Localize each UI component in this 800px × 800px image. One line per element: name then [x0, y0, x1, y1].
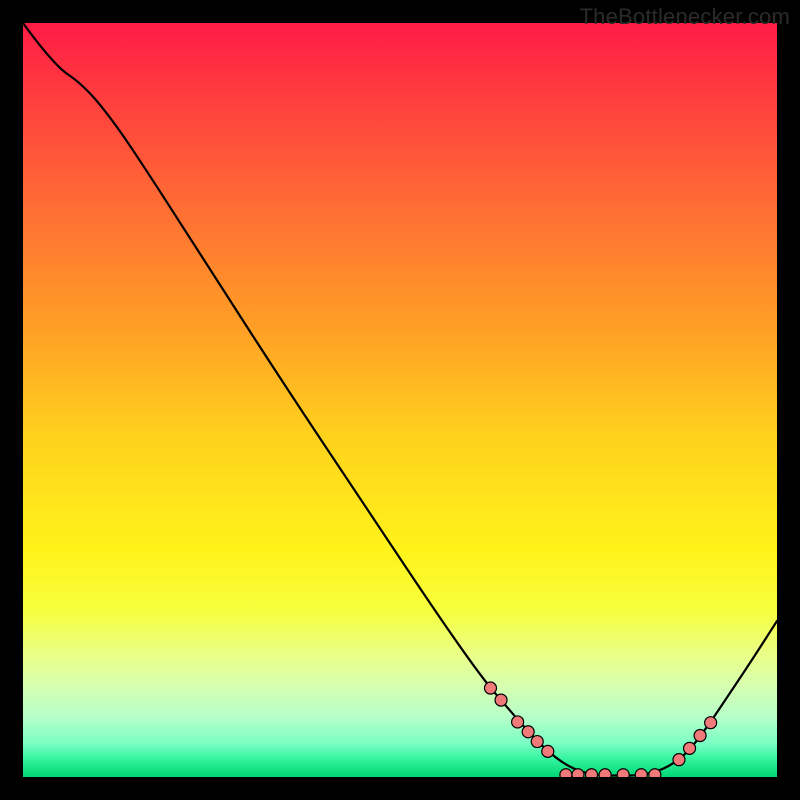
data-point-marker [684, 742, 696, 754]
curve-layer [23, 23, 777, 777]
bottleneck-curve [23, 23, 777, 775]
data-point-marker [495, 694, 507, 706]
plot-frame [23, 23, 777, 777]
data-point-marker [617, 769, 629, 777]
data-point-marker [484, 682, 496, 694]
watermark-text: TheBottlenecker.com [580, 4, 790, 30]
data-point-marker [599, 769, 611, 777]
data-point-marker [694, 730, 706, 742]
data-point-marker [673, 754, 685, 766]
data-point-marker [522, 726, 534, 738]
data-point-marker [635, 769, 647, 777]
data-point-marker [512, 716, 524, 728]
data-point-marker [531, 736, 543, 748]
data-point-marker [649, 769, 661, 777]
data-point-marker [542, 745, 554, 757]
data-point-marker [705, 717, 717, 729]
marker-group [484, 682, 716, 777]
data-point-marker [572, 769, 584, 777]
data-point-marker [560, 769, 572, 777]
data-point-marker [586, 769, 598, 777]
